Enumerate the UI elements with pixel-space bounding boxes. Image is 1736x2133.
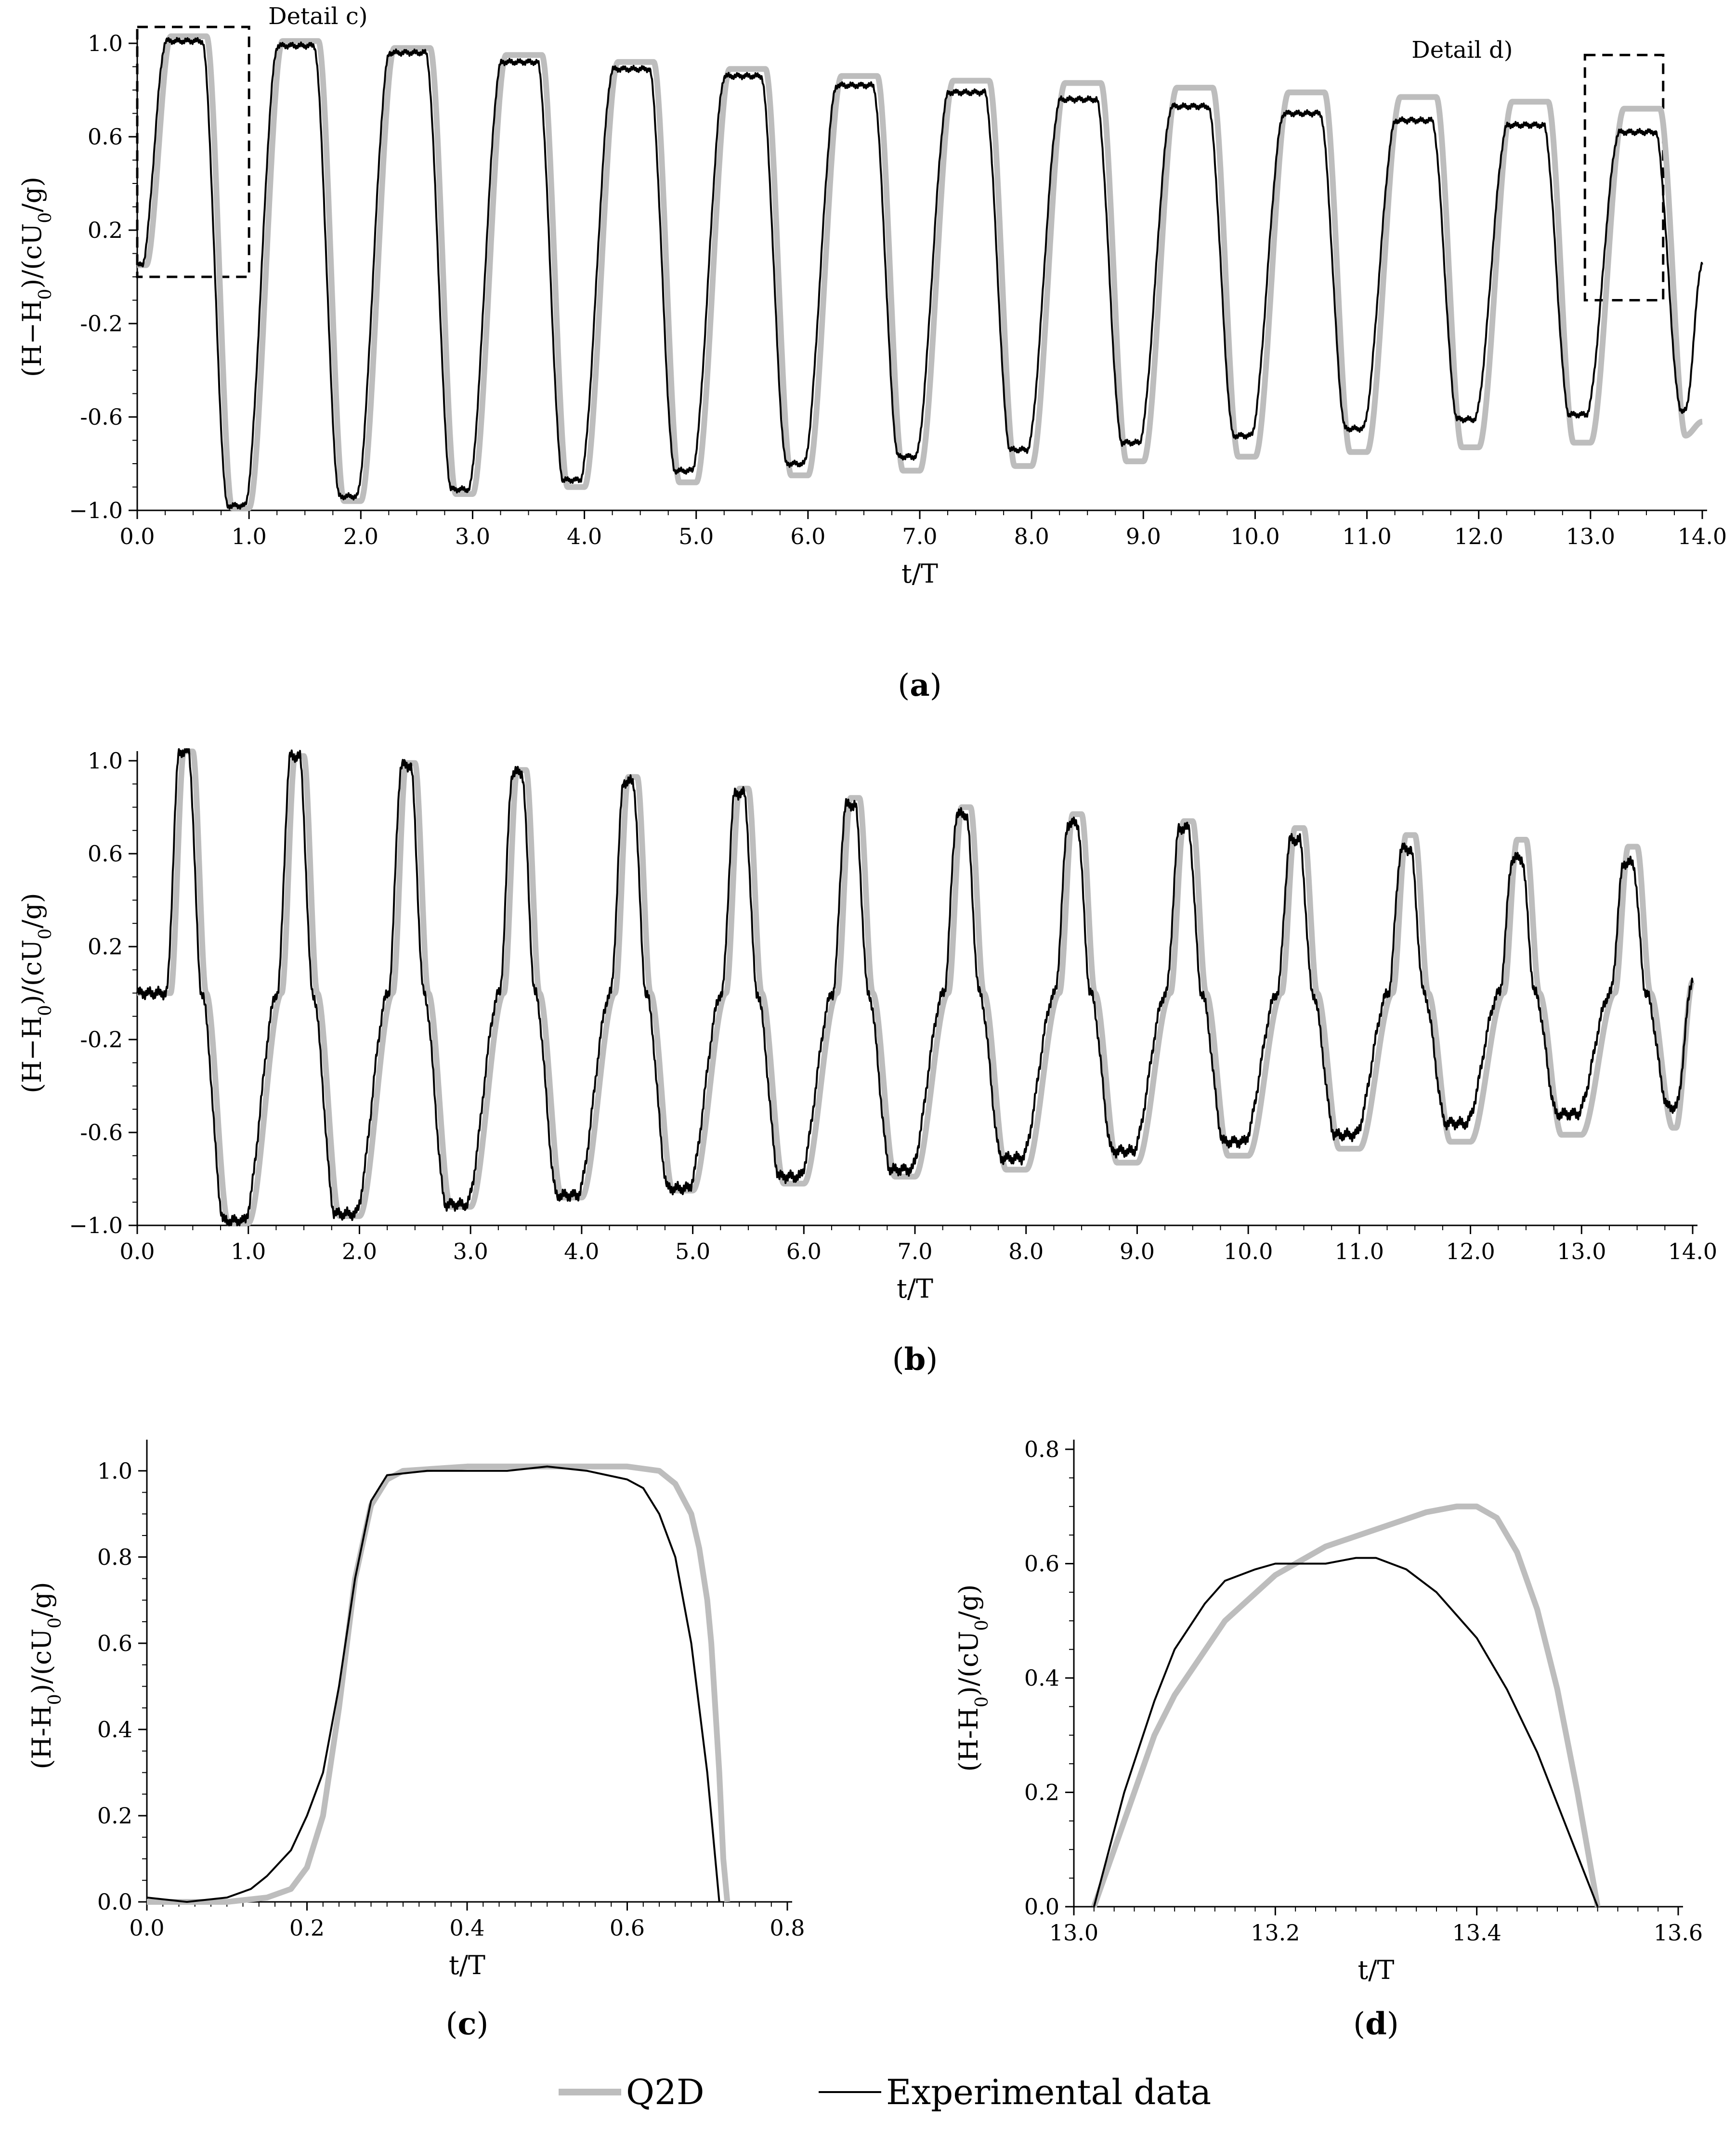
x-tick-label: 4.0 bbox=[564, 1238, 599, 1264]
y-tick-label: 0.8 bbox=[1024, 1436, 1059, 1462]
series-line-q2d bbox=[135, 33, 1705, 511]
x-tick-label: 1.0 bbox=[231, 1238, 266, 1264]
x-tick-label: 13.0 bbox=[1566, 523, 1615, 549]
x-tick-label: 0.6 bbox=[610, 1915, 645, 1941]
x-tick-label: 0.2 bbox=[289, 1915, 325, 1941]
panel-caption: (a) bbox=[898, 667, 941, 703]
x-tick-label: 8.0 bbox=[1008, 1238, 1044, 1264]
y-axis-label: (H-H0)/(cU0/g) bbox=[953, 1584, 992, 1771]
y-tick-label: 0.6 bbox=[1024, 1551, 1059, 1577]
detail-box bbox=[1583, 53, 1665, 301]
series-line-experimental bbox=[136, 37, 1703, 510]
y-tick-label: 0.0 bbox=[97, 1889, 132, 1915]
x-tick-label: 6.0 bbox=[790, 523, 825, 549]
x-tick-label: 12.0 bbox=[1454, 523, 1503, 549]
x-axis-label: t/T bbox=[897, 1274, 933, 1304]
y-tick-label: 0.6 bbox=[97, 1630, 132, 1656]
y-tick-label: 0.2 bbox=[88, 217, 123, 243]
x-axis-label: t/T bbox=[449, 1950, 485, 1980]
x-tick-label: 0.0 bbox=[119, 523, 155, 549]
y-tick-label: −1.0 bbox=[69, 1212, 123, 1238]
y-tick-label: 0.4 bbox=[97, 1717, 132, 1743]
x-tick-label: 11.0 bbox=[1342, 523, 1391, 549]
x-tick-label: 9.0 bbox=[1120, 1238, 1155, 1264]
x-tick-label: 8.0 bbox=[1014, 523, 1049, 549]
y-tick-label: 0.6 bbox=[88, 124, 123, 150]
series-line-experimental bbox=[136, 748, 1694, 1226]
x-tick-label: 12.0 bbox=[1446, 1238, 1495, 1264]
x-axis-label: t/T bbox=[901, 559, 938, 589]
series-line-experimental bbox=[1093, 1557, 1599, 1907]
x-tick-label: 13.2 bbox=[1251, 1920, 1300, 1946]
series-line-experimental bbox=[146, 1465, 720, 1903]
x-tick-label: 0.4 bbox=[449, 1915, 484, 1941]
x-tick-label: 9.0 bbox=[1126, 523, 1161, 549]
x-tick-label: 2.0 bbox=[343, 523, 379, 549]
panel-caption: (b) bbox=[892, 1341, 938, 1378]
x-tick-label: 5.0 bbox=[675, 1238, 710, 1264]
detail-box bbox=[136, 26, 250, 278]
x-tick-label: 14.0 bbox=[1668, 1238, 1717, 1264]
x-tick-label: 13.6 bbox=[1654, 1920, 1703, 1946]
y-tick-label: 0.4 bbox=[1024, 1665, 1059, 1691]
x-tick-label: 13.0 bbox=[1557, 1238, 1606, 1264]
x-tick-label: 4.0 bbox=[567, 523, 602, 549]
y-tick-label: 0.6 bbox=[88, 841, 123, 867]
detail-label: Detail c) bbox=[268, 3, 367, 30]
x-tick-label: 7.0 bbox=[902, 523, 937, 549]
detail-label: Detail d) bbox=[1411, 37, 1513, 64]
x-tick-label: 3.0 bbox=[453, 1238, 488, 1264]
x-tick-label: 1.0 bbox=[232, 523, 267, 549]
y-tick-label: 1.0 bbox=[97, 1458, 132, 1484]
y-tick-label: -0.6 bbox=[80, 404, 123, 430]
x-tick-label: 3.0 bbox=[455, 523, 490, 549]
panel-caption: (c) bbox=[446, 2006, 489, 2042]
y-tick-label: -0.6 bbox=[80, 1119, 123, 1145]
x-tick-label: 0.8 bbox=[770, 1915, 805, 1941]
panel-a-chart: 0.0 1.0 2.0 3.0 4.0 5.0 6.0 7.0 8.0 9.0 10.0 11.0 12… bbox=[17, 3, 1727, 703]
x-tick-label: 7.0 bbox=[897, 1238, 932, 1264]
panel-caption: (d) bbox=[1353, 2006, 1399, 2042]
y-axis-label: (H−H0)/(cU0/g) bbox=[17, 177, 55, 377]
panel-b-chart: 0.0 1.0 2.0 3.0 4.0 5.0 6.0 7.0 8.0 9.0 10.0 11.0 12… bbox=[17, 748, 1717, 1378]
x-tick-label: 5.0 bbox=[679, 523, 714, 549]
series-line-q2d bbox=[1091, 1503, 1601, 1908]
x-tick-label: 6.0 bbox=[786, 1238, 822, 1264]
series-line-q2d bbox=[135, 748, 1695, 1226]
x-tick-label: 13.4 bbox=[1452, 1920, 1501, 1946]
x-tick-label: 14.0 bbox=[1678, 523, 1727, 549]
y-tick-label: 0.2 bbox=[1024, 1780, 1059, 1806]
y-tick-label: −1.0 bbox=[69, 497, 123, 523]
series-line-q2d bbox=[147, 1463, 731, 1905]
x-tick-label: 11.0 bbox=[1335, 1238, 1384, 1264]
y-tick-label: -0.2 bbox=[80, 311, 123, 337]
x-tick-label: 0.0 bbox=[129, 1915, 164, 1941]
x-tick-label: 0.0 bbox=[119, 1238, 155, 1264]
y-axis-label: (H-H0)/(cU0/g) bbox=[26, 1582, 65, 1769]
y-tick-label: 1.0 bbox=[88, 748, 123, 774]
y-tick-label: 0.8 bbox=[97, 1544, 132, 1570]
y-tick-label: 1.0 bbox=[88, 30, 123, 56]
y-axis-label: (H−H0)/(cU0/g) bbox=[17, 893, 55, 1093]
x-tick-label: 2.0 bbox=[342, 1238, 377, 1264]
y-tick-label: 0.0 bbox=[1024, 1894, 1059, 1920]
x-tick-label: 10.0 bbox=[1224, 1238, 1273, 1264]
y-tick-label: -0.2 bbox=[80, 1027, 123, 1053]
legend-label-q2d: Q2D bbox=[626, 2072, 705, 2112]
legend: Q2D Experimental data bbox=[559, 2072, 1211, 2112]
y-tick-label: 0.2 bbox=[88, 934, 123, 960]
y-tick-label: 0.2 bbox=[97, 1803, 132, 1829]
panel-c-chart: 0.0 0.2 0.4 0.6 0.8 0.0 0.2 0.4 0.6 0.8 1.0 t/T (H-H… bbox=[26, 1440, 805, 2042]
x-axis-label: t/T bbox=[1358, 1955, 1395, 1985]
legend-label-experimental: Experimental data bbox=[886, 2072, 1211, 2112]
panel-d-chart: 13.0 13.2 13.4 13.6 0.0 0.2 0.4 0.6 0.8 t/T (H-H0)… bbox=[953, 1436, 1703, 2042]
x-tick-label: 10.0 bbox=[1230, 523, 1279, 549]
x-tick-label: 13.0 bbox=[1049, 1920, 1098, 1946]
